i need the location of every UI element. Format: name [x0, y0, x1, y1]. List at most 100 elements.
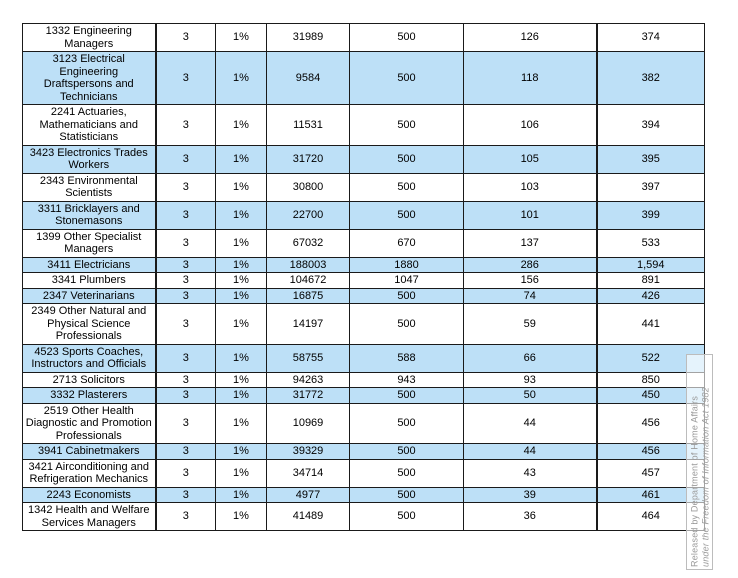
occupation-cell: 1399 Other Specialist Managers: [22, 228, 156, 258]
value-cell: 1%: [215, 371, 267, 388]
value-cell: 3: [154, 51, 216, 105]
value-cell: 1%: [215, 104, 267, 146]
occupation-cell: 2243 Economists: [22, 486, 156, 503]
value-cell: 31720: [266, 144, 350, 174]
value-cell: 500: [349, 172, 464, 202]
value-cell: 3: [154, 23, 216, 52]
table-body: 1332 Engineering Managers 3 1% 31989 500 126 3…: [22, 23, 705, 531]
value-cell: 382: [595, 51, 705, 105]
value-cell: 22700: [266, 200, 350, 230]
value-cell: 394: [595, 104, 705, 146]
occupation-cell: 1332 Engineering Managers: [22, 23, 156, 52]
occupation-cell: 3341 Plumbers: [22, 272, 156, 289]
value-cell: 399: [595, 200, 705, 230]
value-cell: 1%: [215, 272, 267, 289]
occupation-cell: 2347 Veterinarians: [22, 287, 156, 304]
value-cell: 1%: [215, 458, 267, 488]
value-cell: 500: [349, 402, 464, 444]
value-cell: 500: [349, 200, 464, 230]
value-cell: 31989: [266, 23, 350, 52]
occupation-cell: 1342 Health and Welfare Services Manager…: [22, 502, 156, 531]
value-cell: 670: [349, 228, 464, 258]
value-cell: 10969: [266, 402, 350, 444]
value-cell: 103: [463, 172, 597, 202]
value-cell: 500: [349, 23, 464, 52]
table-row: 2243 Economists 3 1% 4977 500 39 461: [22, 486, 705, 503]
watermark-line-foi-act: under the Freedom of Information Act 198…: [699, 387, 710, 567]
value-cell: 105: [463, 144, 597, 174]
value-cell: 1%: [215, 256, 267, 273]
value-cell: 3: [154, 228, 216, 258]
value-cell: 500: [349, 51, 464, 105]
value-cell: 43: [463, 458, 597, 488]
value-cell: 34714: [266, 458, 350, 488]
value-cell: 59: [463, 303, 597, 345]
value-cell: 3: [154, 402, 216, 444]
value-cell: 93: [463, 371, 597, 388]
value-cell: 395: [595, 144, 705, 174]
occupation-data-table: 1332 Engineering Managers 3 1% 31989 500 126 3…: [22, 23, 705, 531]
value-cell: 94263: [266, 371, 350, 388]
value-cell: 31772: [266, 387, 350, 404]
value-cell: 39: [463, 486, 597, 503]
value-cell: 3: [154, 256, 216, 273]
value-cell: 3: [154, 443, 216, 460]
value-cell: 67032: [266, 228, 350, 258]
value-cell: 74: [463, 287, 597, 304]
value-cell: 104672: [266, 272, 350, 289]
occupation-cell: 2343 Environmental Scientists: [22, 172, 156, 202]
value-cell: 1%: [215, 387, 267, 404]
value-cell: 1047: [349, 272, 464, 289]
value-cell: 14197: [266, 303, 350, 345]
table-row: 4523 Sports Coaches, Instructors and Off…: [22, 343, 705, 373]
value-cell: 500: [349, 303, 464, 345]
table-row: 3421 Airconditioning and Refrigeration M…: [22, 458, 705, 488]
table-row: 3423 Electronics Trades Workers 3 1% 31720 5…: [22, 144, 705, 174]
value-cell: 16875: [266, 287, 350, 304]
occupation-cell: 3311 Bricklayers and Stonemasons: [22, 200, 156, 230]
value-cell: 3: [154, 172, 216, 202]
occupation-cell: 2241 Actuaries, Mathematicians and Stati…: [22, 104, 156, 146]
occupation-cell: 2349 Other Natural and Physical Science …: [22, 303, 156, 345]
value-cell: 11531: [266, 104, 350, 146]
value-cell: 1880: [349, 256, 464, 273]
table-row: 2519 Other Health Diagnostic and Promoti…: [22, 402, 705, 444]
value-cell: 9584: [266, 51, 350, 105]
value-cell: 118: [463, 51, 597, 105]
value-cell: 397: [595, 172, 705, 202]
value-cell: 500: [349, 104, 464, 146]
value-cell: 441: [595, 303, 705, 345]
value-cell: 500: [349, 287, 464, 304]
occupation-cell: 2713 Solicitors: [22, 371, 156, 388]
value-cell: 3: [154, 387, 216, 404]
value-cell: 1,594: [595, 256, 705, 273]
value-cell: 1%: [215, 23, 267, 52]
value-cell: 426: [595, 287, 705, 304]
value-cell: 3: [154, 486, 216, 503]
occupation-cell: 3123 Electrical Engineering Draftsperson…: [22, 51, 156, 105]
value-cell: 3: [154, 371, 216, 388]
value-cell: 58755: [266, 343, 350, 373]
value-cell: 66: [463, 343, 597, 373]
table-row: 2241 Actuaries, Mathematicians and Stati…: [22, 104, 705, 146]
occupation-cell: 3411 Electricians: [22, 256, 156, 273]
value-cell: 1%: [215, 343, 267, 373]
table-row: 2713 Solicitors 3 1% 94263 943 93 850: [22, 371, 705, 388]
occupation-cell: 3332 Plasterers: [22, 387, 156, 404]
value-cell: 1%: [215, 287, 267, 304]
value-cell: 101: [463, 200, 597, 230]
value-cell: 1%: [215, 172, 267, 202]
value-cell: 3: [154, 303, 216, 345]
value-cell: 106: [463, 104, 597, 146]
value-cell: 1%: [215, 144, 267, 174]
value-cell: 1%: [215, 200, 267, 230]
value-cell: 533: [595, 228, 705, 258]
table-row: 2343 Environmental Scientists 3 1% 30800 500…: [22, 172, 705, 202]
occupation-cell: 3421 Airconditioning and Refrigeration M…: [22, 458, 156, 488]
value-cell: 3: [154, 287, 216, 304]
value-cell: 891: [595, 272, 705, 289]
value-cell: 3: [154, 343, 216, 373]
value-cell: 50: [463, 387, 597, 404]
table-row: 1399 Other Specialist Managers 3 1% 67032 67…: [22, 228, 705, 258]
value-cell: 1%: [215, 228, 267, 258]
